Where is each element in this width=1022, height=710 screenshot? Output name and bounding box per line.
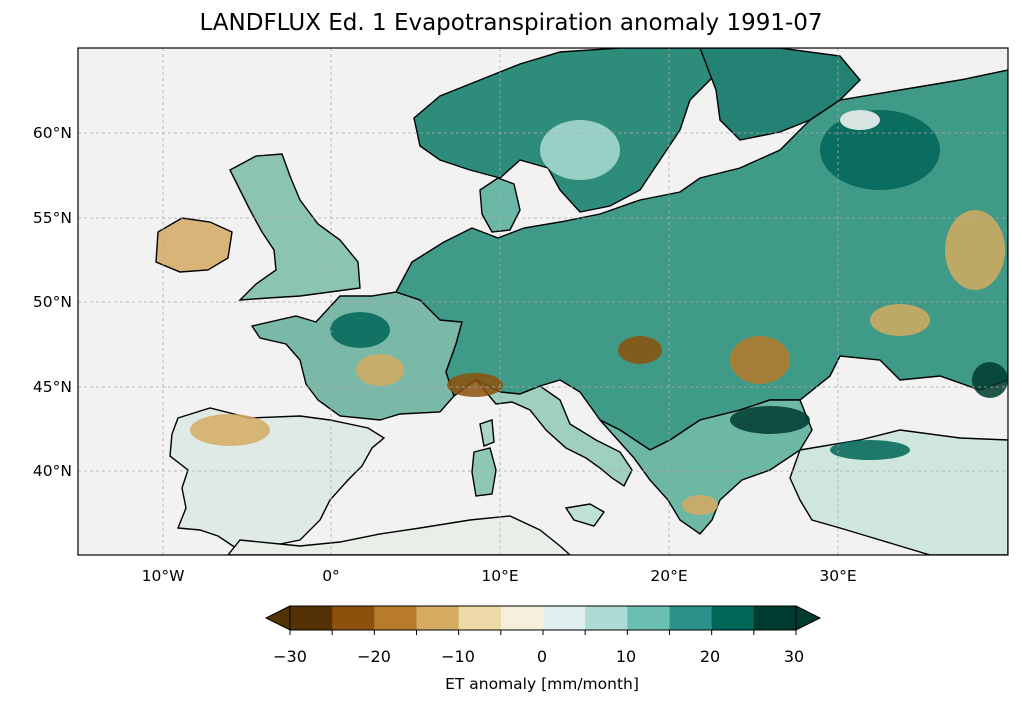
colorbar-tick-label: −10 [441,647,475,666]
ireland-land [155,217,233,273]
colorbar-segment [458,606,502,630]
colorbar-segment [543,606,586,630]
colorbar-extend-high [795,605,822,631]
sicily-land [564,503,606,527]
anomaly-patches [190,110,1008,515]
colorbar-segment [332,606,375,630]
colorbar-segment [711,606,755,630]
lat-label-60: 60°N [32,124,72,142]
map-frame [77,47,1009,556]
colorbar-tick-label: 30 [783,647,805,666]
lon-label-30e: 30°E [819,567,857,585]
gridlines [78,48,1008,555]
north-africa-land [227,515,572,555]
colorbar-tick-label: −30 [273,647,307,666]
lat-label-50: 50°N [32,293,72,311]
lat-label-45: 45°N [32,378,72,396]
colorbar-segment [500,606,544,630]
map-title: LANDFLUX Ed. 1 Evapotranspiration anomal… [199,10,823,36]
colorbar-segment [374,606,417,630]
colorbar-extend-low [264,605,291,631]
anatolia-land [789,429,1008,555]
sardinia-land [471,447,497,497]
colorbar-segment [290,606,333,630]
corsica-land [479,419,495,447]
colorbar-tick-label: −20 [357,647,391,666]
lon-label-0: 0° [322,567,340,585]
lon-label-20e: 20°E [650,567,688,585]
lon-label-10w: 10°W [141,567,185,585]
great-britain-land [229,153,361,301]
colorbar-tick-label: 20 [699,647,721,666]
lat-label-40: 40°N [32,462,72,480]
italy-land [475,379,633,488]
colorbar-segment [669,606,713,630]
balkans-land [599,399,813,535]
colorbar-segment [627,606,670,630]
colorbar-segment [416,606,460,630]
colorbar-tick-label: 0 [536,647,548,666]
colorbar-segment [753,606,797,630]
lon-label-10e: 10°E [481,567,519,585]
colorbar-tick-label: 10 [615,647,637,666]
colorbar [264,605,822,635]
colorbar-label: ET anomaly [mm/month] [445,675,639,693]
finland-land [699,48,861,141]
lat-label-55: 55°N [32,209,72,227]
colorbar-segment [585,606,628,630]
